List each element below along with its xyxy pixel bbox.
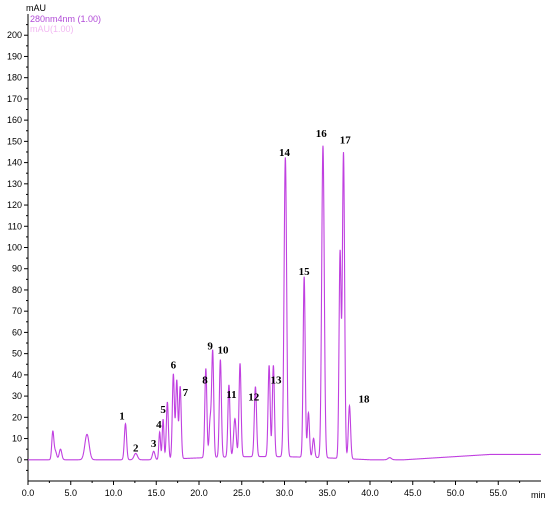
- y-tick-label: 80: [12, 285, 22, 295]
- peak-label: 11: [226, 389, 236, 401]
- peak-label: 8: [202, 374, 208, 386]
- peak-label: 14: [279, 147, 291, 159]
- x-axis-ticks: 0.0 5.0 10.0 15.0 20.0 25.0 30.0 35.0 40.0 45.0 50…: [22, 481, 521, 498]
- x-tick-label: 20.0: [190, 488, 208, 498]
- y-axis-ticks: 0 10 20 30 40 50 60 70 80 90 100 110 120 130 140 150 160…: [7, 24, 28, 471]
- peak-label: 13: [270, 374, 282, 386]
- peak-label: 18: [359, 393, 371, 405]
- y-tick-label: 20: [12, 412, 22, 422]
- peak-label: 15: [299, 266, 311, 278]
- y-tick-label: 150: [7, 136, 22, 146]
- y-tick-label: 190: [7, 51, 22, 61]
- y-tick-label: 0: [17, 455, 22, 465]
- peak-label: 7: [183, 387, 189, 399]
- peak-label: 16: [316, 128, 328, 140]
- peak-label: 10: [217, 345, 229, 357]
- peak-label: 3: [151, 438, 157, 450]
- y-tick-label: 90: [12, 264, 22, 274]
- x-tick-label: 55.0: [489, 488, 507, 498]
- series-line: [28, 145, 541, 461]
- y-axis-unit-label: mAU: [26, 3, 46, 13]
- y-tick-label: 70: [12, 306, 22, 316]
- y-tick-label: 140: [7, 158, 22, 168]
- y-tick-label: 40: [12, 370, 22, 380]
- x-tick-label: 35.0: [318, 488, 336, 498]
- x-tick-label: 30.0: [276, 488, 294, 498]
- peak-label: 4: [156, 419, 162, 431]
- legend: 280nm4nm (1.00)mAU(1.00): [30, 14, 101, 34]
- peak-label: 2: [133, 442, 139, 454]
- y-tick-label: 10: [12, 434, 22, 444]
- peak-label: 5: [160, 404, 166, 416]
- x-tick-label: 0.0: [22, 488, 35, 498]
- y-tick-label: 110: [8, 221, 22, 231]
- peak-label: 17: [340, 134, 352, 146]
- peak-label: 12: [248, 391, 260, 403]
- x-tick-label: 15.0: [147, 488, 165, 498]
- x-tick-label: 50.0: [447, 488, 465, 498]
- y-tick-label: 130: [7, 179, 22, 189]
- peak-label: 6: [171, 359, 177, 371]
- y-tick-label: 160: [7, 115, 22, 125]
- y-tick-label: 50: [12, 349, 22, 359]
- x-tick-label: 5.0: [64, 488, 77, 498]
- y-tick-label: 180: [7, 73, 22, 83]
- peak-label: 1: [119, 410, 125, 422]
- legend-entry: mAU(1.00): [30, 24, 74, 34]
- x-tick-label: 10.0: [105, 488, 123, 498]
- x-axis-unit-label: min: [531, 490, 546, 500]
- y-tick-label: 170: [7, 94, 22, 104]
- x-tick-label: 45.0: [404, 488, 422, 498]
- y-tick-label: 200: [7, 30, 22, 40]
- y-tick-label: 120: [7, 200, 22, 210]
- x-tick-label: 40.0: [361, 488, 379, 498]
- y-tick-label: 100: [7, 243, 22, 253]
- y-tick-label: 60: [12, 327, 22, 337]
- legend-entry: 280nm4nm (1.00): [30, 14, 101, 24]
- x-tick-label: 25.0: [233, 488, 251, 498]
- series-group: [28, 145, 541, 461]
- peak-label: 9: [207, 340, 213, 352]
- y-tick-label: 30: [12, 391, 22, 401]
